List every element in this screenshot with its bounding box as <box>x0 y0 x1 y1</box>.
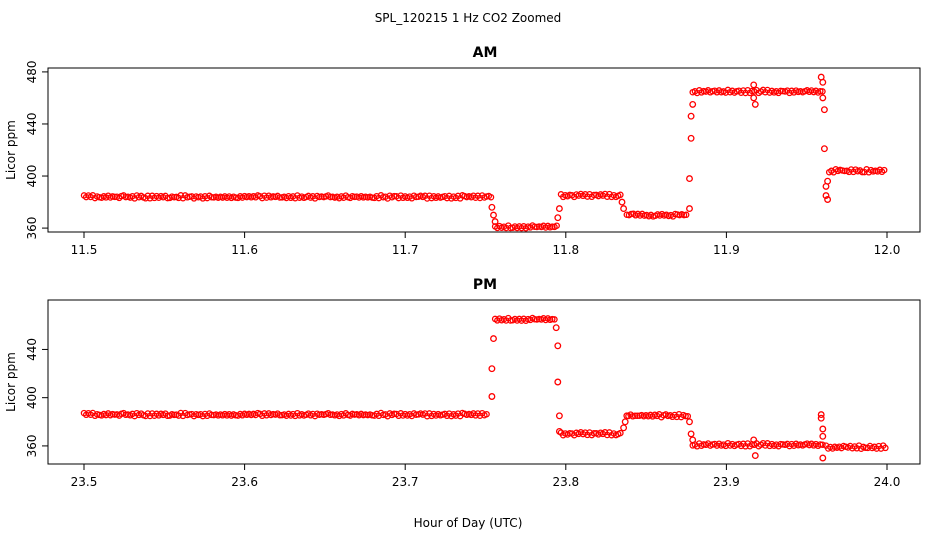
am-transition-point <box>819 78 827 86</box>
pm-x-tick-label: 23.5 <box>71 475 98 489</box>
am-transition-point <box>689 100 697 108</box>
pm-transition-point <box>817 411 825 419</box>
pm-plot-frame <box>47 299 921 465</box>
am-y-tick-label: 400 <box>25 165 39 188</box>
pm-y-axis-label: Licor ppm <box>4 352 18 412</box>
am-data-point <box>817 87 824 95</box>
pm-x-tick-label: 23.6 <box>231 475 258 489</box>
pm-data-point <box>276 411 284 419</box>
am-transition-point <box>620 205 628 213</box>
pm-data-series <box>80 314 889 462</box>
am-data-point <box>841 167 848 175</box>
pm-panel-title: PM <box>473 277 497 293</box>
am-y-tick-label: 360 <box>25 217 39 240</box>
pm-x-tick-label: 23.8 <box>552 475 579 489</box>
pm-transition-point <box>623 412 631 420</box>
am-transition-point <box>687 134 695 142</box>
am-transition-point <box>750 81 758 89</box>
pm-transition-point <box>817 414 825 422</box>
pm-transition-point <box>686 418 693 426</box>
am-x-tick-label: 11.5 <box>71 243 98 257</box>
pm-y-tick-label: 360 <box>25 434 39 457</box>
pm-transition-point <box>819 432 827 440</box>
am-transition-point <box>555 205 563 213</box>
am-transition-point <box>686 205 693 213</box>
am-transition-point <box>820 145 828 153</box>
pm-transition-point <box>750 436 758 444</box>
am-y-tick-label: 440 <box>25 113 39 136</box>
pm-data-point <box>882 444 889 452</box>
am-data-series <box>80 73 888 232</box>
pm-x-tick-label: 23.7 <box>392 475 419 489</box>
pm-transition-point <box>621 418 629 426</box>
pm-transition-point <box>552 324 560 332</box>
am-transition-point <box>554 214 562 222</box>
pm-data-point <box>483 410 490 418</box>
am-data-point <box>880 166 888 174</box>
x-axis-label: Hour of Day (UTC) <box>414 516 523 530</box>
pm-transition-point <box>490 335 497 343</box>
pm-transition-point <box>488 365 496 373</box>
am-transition-point <box>687 112 695 120</box>
am-transition-point <box>822 192 830 200</box>
pm-y-tick-label: 440 <box>25 338 39 361</box>
am-transition-point <box>686 175 693 183</box>
am-x-tick-label: 11.8 <box>552 243 579 257</box>
am-data-point <box>208 193 215 201</box>
figure-suptitle: SPL_120215 1 Hz CO2 Zoomed <box>375 11 562 25</box>
pm-data-point <box>617 429 624 437</box>
am-data-point <box>819 88 826 95</box>
am-transition-point <box>819 94 827 102</box>
am-x-tick-label: 11.6 <box>231 243 258 257</box>
am-x-tick-label: 12.0 <box>874 243 901 257</box>
pm-x-tick-label: 23.9 <box>713 475 740 489</box>
pm-data-point <box>819 441 826 448</box>
am-y-axis-label: Licor ppm <box>4 120 18 180</box>
pm-data-point <box>208 411 215 419</box>
am-x-tick-label: 11.7 <box>392 243 419 257</box>
pm-transition-point <box>488 393 496 400</box>
pm-transition-point <box>554 342 562 350</box>
am-data-point <box>487 193 495 201</box>
am-data-point <box>276 194 284 201</box>
am-data-point <box>858 168 866 176</box>
am-transition-point <box>491 218 499 226</box>
am-transition-point <box>618 198 626 206</box>
am-panel-title: AM <box>473 45 498 61</box>
am-transition-point <box>490 211 497 219</box>
pm-data-point <box>817 441 824 448</box>
pm-data-point <box>682 412 689 420</box>
pm-transition-point <box>555 427 563 435</box>
pm-transition-point <box>687 430 695 438</box>
pm-transition-point <box>819 454 827 462</box>
am-transition-point <box>750 94 758 102</box>
pm-transition-point <box>620 424 628 432</box>
am-data-point <box>553 222 560 229</box>
pm-y-tick-label: 400 <box>25 386 39 409</box>
am-data-point <box>777 87 784 95</box>
pm-transition-point <box>555 412 563 420</box>
am-transition-point <box>488 203 496 211</box>
am-data-point <box>617 191 624 199</box>
pm-transition-point <box>554 378 562 386</box>
pm-x-tick-label: 24.0 <box>874 475 901 489</box>
pm-transition-point <box>689 436 697 444</box>
pm-data-point <box>631 412 639 419</box>
pm-data-point <box>551 316 558 323</box>
am-y-tick-label: 480 <box>25 60 39 83</box>
pm-transition-point <box>819 425 827 433</box>
am-x-tick-label: 11.9 <box>713 243 740 257</box>
am-transition-point <box>751 100 759 108</box>
pm-data-point <box>633 412 641 420</box>
am-transition-point <box>820 106 828 114</box>
am-transition-point <box>824 196 832 203</box>
pm-transition-point <box>751 452 759 460</box>
am-transition-point <box>824 177 832 185</box>
am-data-point <box>682 211 690 219</box>
